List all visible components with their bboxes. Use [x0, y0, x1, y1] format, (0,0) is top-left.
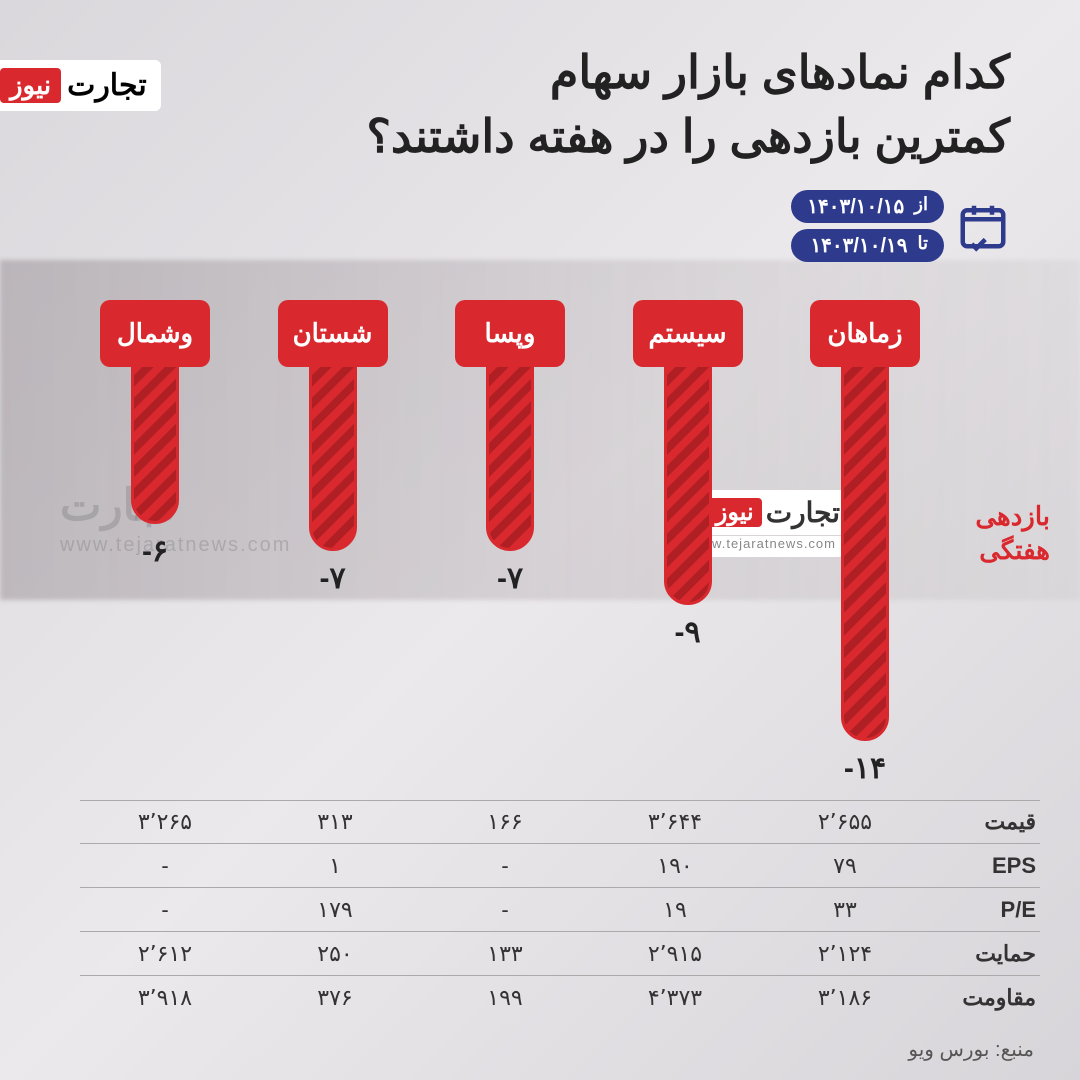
title-line2: کمترین بازدهی را در هفته داشتند؟ [367, 104, 1010, 168]
table-cell: ۲٬۱۲۴ [760, 941, 930, 967]
date-to-value: ۱۴۰۳/۱۰/۱۹ [810, 233, 907, 258]
bar [486, 361, 534, 551]
table-cell: ۲٬۶۱۲ [80, 941, 250, 967]
date-from-value: ۱۴۰۳/۱۰/۱۵ [807, 194, 904, 219]
chart-column: سیستم -۹ [613, 300, 763, 650]
table-cell: ۴٬۳۷۳ [590, 985, 760, 1011]
page-title: کدام نمادهای بازار سهام کمترین بازدهی را… [367, 40, 1010, 169]
axis-label-l1: بازدهی [975, 500, 1050, 534]
table-row: P/E۳۳۱۹-۱۷۹- [80, 888, 1040, 932]
table-cell: ۳٬۲۶۵ [80, 809, 250, 835]
source-label: منبع: [995, 1039, 1034, 1061]
table-cell: - [420, 853, 590, 879]
table-cell: ۳۳ [760, 897, 930, 923]
table-cell: ۱۹ [590, 897, 760, 923]
table-row: EPS۷۹۱۹۰-۱- [80, 844, 1040, 888]
source-credit: منبع: بورس ویو [908, 1037, 1034, 1062]
date-from-pill: از ۱۴۰۳/۱۰/۱۵ [791, 190, 944, 223]
date-range: از ۱۴۰۳/۱۰/۱۵ تا ۱۴۰۳/۱۰/۱۹ [791, 190, 1010, 262]
calendar-icon [956, 199, 1010, 253]
chart-column: شستان -۷ [258, 300, 408, 596]
chart-column: وپسا -۷ [435, 300, 585, 596]
table-cell: ۳۱۳ [250, 809, 420, 835]
bar-header: وشمال [100, 300, 210, 367]
date-to-label: تا [918, 233, 929, 258]
bar-header: وپسا [455, 300, 565, 367]
table-cell: ۳۷۶ [250, 985, 420, 1011]
brand-name: تجارت [67, 68, 147, 103]
table-cell: - [80, 853, 250, 879]
date-from-label: از [914, 194, 928, 219]
date-to-pill: تا ۱۴۰۳/۱۰/۱۹ [791, 229, 944, 262]
table-cell: ۱۹۰ [590, 853, 760, 879]
axis-label-l2: هفتگی [975, 534, 1050, 568]
table-cell: ۷۹ [760, 853, 930, 879]
date-pills: از ۱۴۰۳/۱۰/۱۵ تا ۱۴۰۳/۱۰/۱۹ [791, 190, 944, 262]
table-cell: ۱۳۳ [420, 941, 590, 967]
bar-value: -۷ [497, 561, 523, 596]
bar-header: سیستم [633, 300, 743, 367]
bar-chart: زماهان-۱۴سیستم-۹وپسا-۷شستان-۷وشمال-۶ [80, 300, 940, 770]
bar-value: -۷ [319, 561, 345, 596]
table-row: قیمت۲٬۶۵۵۳٬۶۴۴۱۶۶۳۱۳۳٬۲۶۵ [80, 800, 1040, 844]
bar [841, 361, 889, 741]
table-cell: - [80, 897, 250, 923]
table-cell: ۳٬۶۴۴ [590, 809, 760, 835]
table-cell: ۱۹۹ [420, 985, 590, 1011]
table-row: حمایت۲٬۱۲۴۲٬۹۱۵۱۳۳۲۵۰۲٬۶۱۲ [80, 932, 1040, 976]
table-cell: ۱۶۶ [420, 809, 590, 835]
brand-suffix: نیوز [0, 68, 61, 103]
table-cell: ۳٬۹۱۸ [80, 985, 250, 1011]
row-header: مقاومت [930, 985, 1040, 1011]
bar-header: زماهان [810, 300, 920, 367]
table-cell: ۲٬۹۱۵ [590, 941, 760, 967]
source-value: بورس ویو [908, 1039, 989, 1061]
bar [131, 361, 179, 524]
row-header: قیمت [930, 809, 1040, 835]
bar-value: -۶ [142, 534, 168, 569]
row-header: P/E [930, 897, 1040, 923]
title-line1: کدام نمادهای بازار سهام [367, 40, 1010, 104]
table-cell: ۲۵۰ [250, 941, 420, 967]
chart-column: وشمال -۶ [80, 300, 230, 569]
data-table: قیمت۲٬۶۵۵۳٬۶۴۴۱۶۶۳۱۳۳٬۲۶۵EPS۷۹۱۹۰-۱-P/E۳… [80, 800, 1040, 1020]
table-cell: ۱ [250, 853, 420, 879]
table-cell: - [420, 897, 590, 923]
axis-label: بازدهی هفتگی [975, 500, 1050, 568]
table-cell: ۳٬۱۸۶ [760, 985, 930, 1011]
table-cell: ۲٬۶۵۵ [760, 809, 930, 835]
table-cell: ۱۷۹ [250, 897, 420, 923]
row-header: EPS [930, 853, 1040, 879]
row-header: حمایت [930, 941, 1040, 967]
brand-logo: تجارت نیوز [0, 60, 161, 111]
bar-header: شستان [278, 300, 388, 367]
bar-value: -۹ [674, 615, 700, 650]
bar [664, 361, 712, 605]
table-row: مقاومت۳٬۱۸۶۴٬۳۷۳۱۹۹۳۷۶۳٬۹۱۸ [80, 976, 1040, 1020]
chart-column: زماهان -۱۴ [790, 300, 940, 786]
bar-value: -۱۴ [844, 751, 886, 786]
bar [309, 361, 357, 551]
